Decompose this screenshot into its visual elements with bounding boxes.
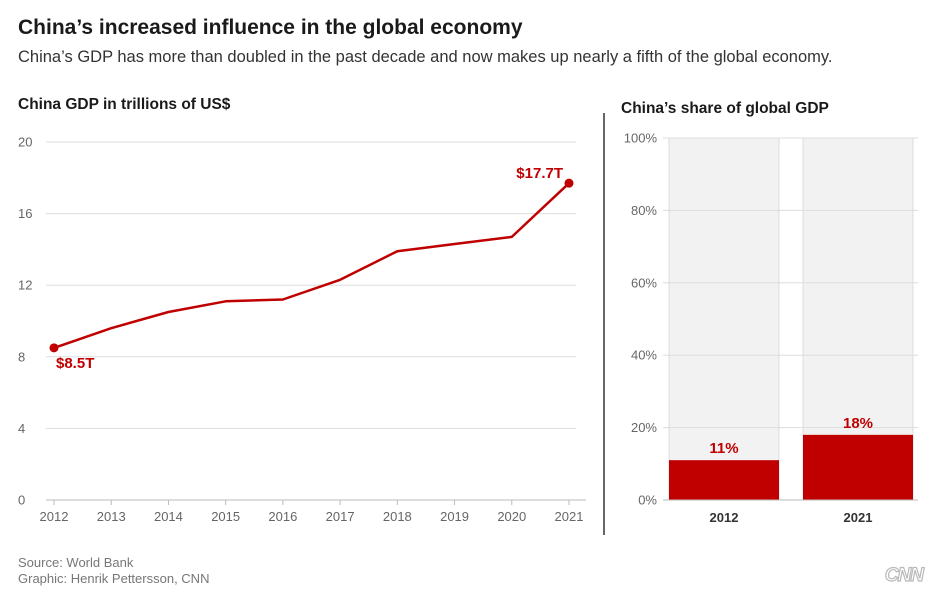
line-chart-title: China GDP in trillions of US$ bbox=[18, 96, 231, 113]
bar-value-label: 18% bbox=[843, 415, 873, 432]
x-tick-label: 2020 bbox=[497, 509, 526, 524]
x-tick-label: 2012 bbox=[40, 509, 69, 524]
bar-category-label: 2012 bbox=[710, 510, 739, 525]
data-point bbox=[49, 343, 59, 353]
x-tick-label: 2013 bbox=[97, 509, 126, 524]
gdp-series-line bbox=[53, 182, 570, 350]
y-tick-label: 0% bbox=[638, 493, 657, 508]
bar bbox=[803, 434, 913, 500]
x-tick-label: 2017 bbox=[326, 509, 355, 524]
data-label: $17.7T bbox=[516, 165, 563, 182]
graphic-credit: Graphic: Henrik Pettersson, CNN bbox=[18, 571, 210, 586]
y-tick-label: 20 bbox=[18, 135, 32, 150]
bar-chart-title: China’s share of global GDP bbox=[621, 100, 829, 117]
source-note: Source: World Bank bbox=[18, 555, 134, 570]
y-tick-label: 80% bbox=[631, 203, 657, 218]
page-title: China’s increased influence in the globa… bbox=[18, 16, 523, 39]
gdp-line-chart: 0 4 8 12 16 20 2012 2013 2014 2015 2016 2017 2018 201… bbox=[18, 135, 586, 524]
x-tick-label: 2018 bbox=[383, 509, 412, 524]
y-tick-label: 60% bbox=[631, 275, 657, 290]
bar-category-label: 2021 bbox=[844, 510, 873, 525]
cnn-logo: CNN bbox=[884, 564, 924, 586]
x-tick-label: 2019 bbox=[440, 509, 469, 524]
y-tick-label: 4 bbox=[18, 421, 25, 436]
y-tick-label: 16 bbox=[18, 206, 32, 221]
y-tick-label: 40% bbox=[631, 348, 657, 363]
gdp-share-bar-chart: 0% 20% 40% 60% 80% 100% 11% 2012 18% 2021 bbox=[624, 131, 918, 525]
y-tick-label: 0 bbox=[18, 493, 25, 508]
y-tick-label: 12 bbox=[18, 278, 32, 293]
bar-value-label: 11% bbox=[709, 440, 738, 457]
y-tick-label: 100% bbox=[624, 131, 658, 146]
x-tick-label: 2021 bbox=[555, 509, 584, 524]
y-tick-label: 8 bbox=[18, 349, 25, 364]
bar bbox=[669, 460, 779, 500]
x-tick-label: 2016 bbox=[268, 509, 297, 524]
data-label: $8.5T bbox=[56, 355, 94, 372]
page-subtitle: China’s GDP has more than doubled in the… bbox=[18, 48, 833, 66]
data-point bbox=[564, 178, 574, 188]
x-tick-label: 2014 bbox=[154, 509, 183, 524]
bar-background bbox=[668, 137, 780, 501]
x-tick-label: 2015 bbox=[211, 509, 240, 524]
y-tick-label: 20% bbox=[631, 420, 657, 435]
